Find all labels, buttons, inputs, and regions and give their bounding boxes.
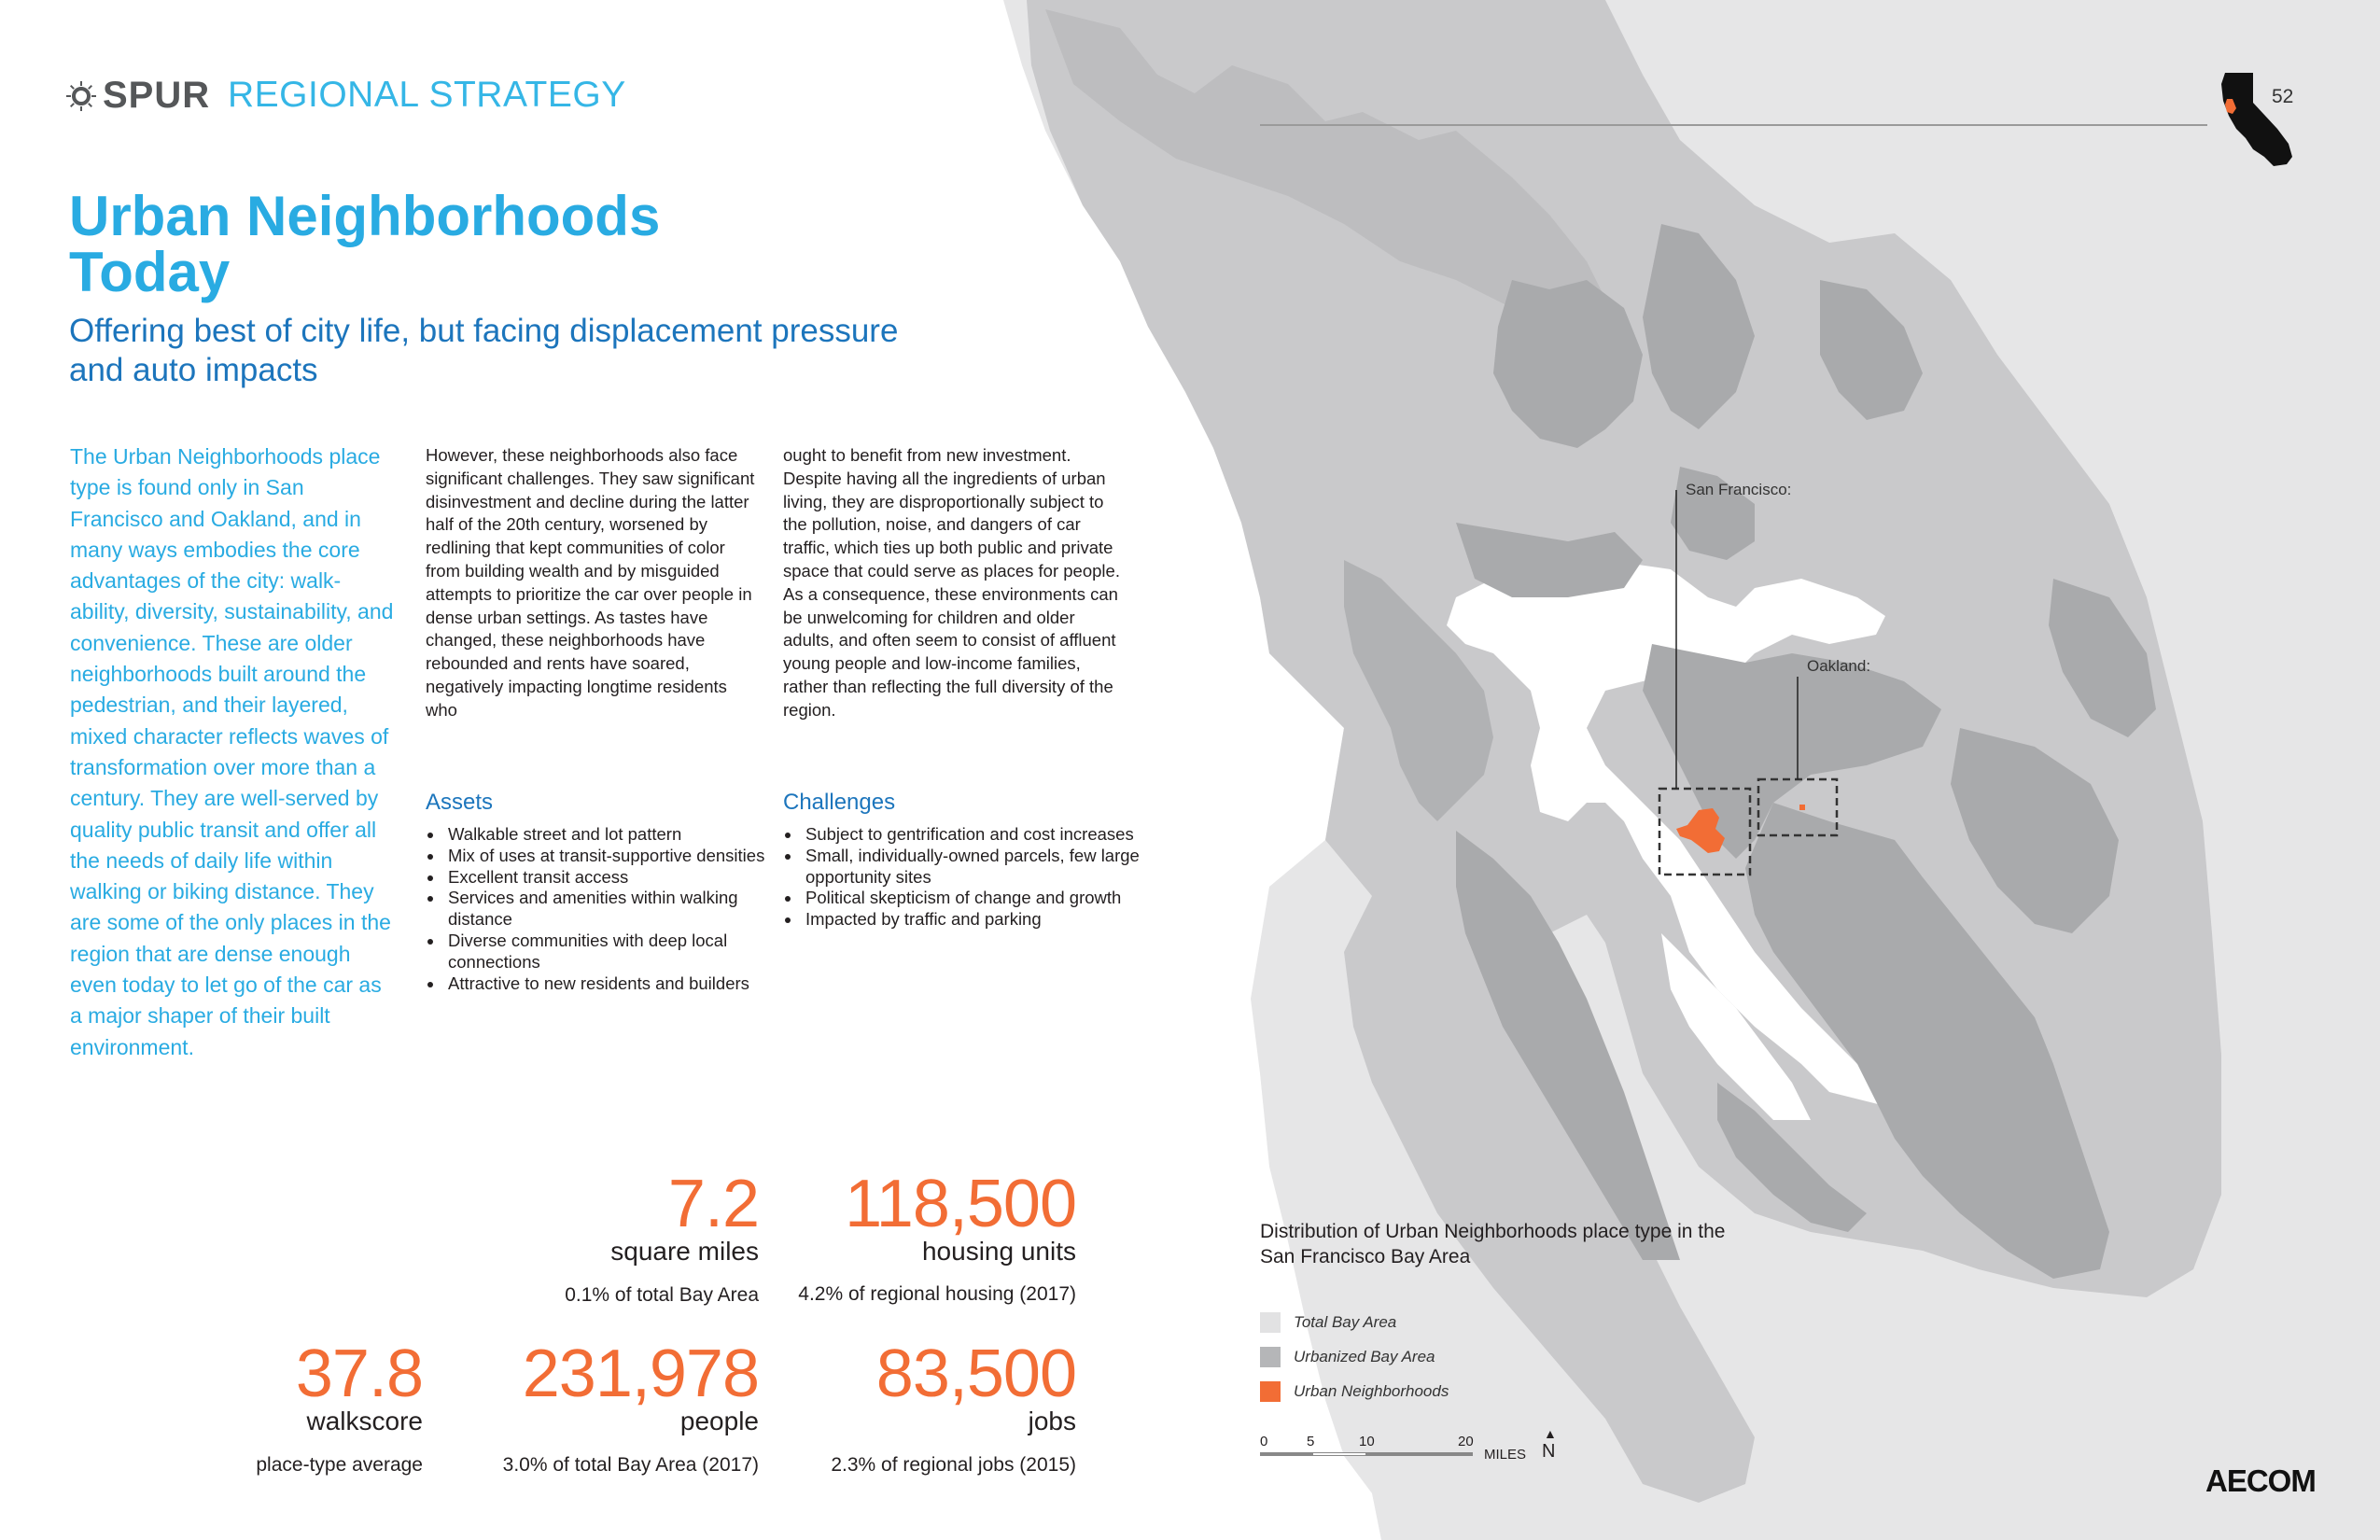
list-item: Impacted by traffic and parking	[802, 909, 1147, 931]
stat-unit: housing units	[921, 1237, 1076, 1266]
sf-callout-box	[1658, 787, 1752, 876]
north-arrow-icon: ▲	[1544, 1426, 1557, 1441]
sf-urban-neighborhoods	[1676, 808, 1725, 853]
legend-swatch	[1260, 1381, 1281, 1402]
stat-note: 0.1% of total Bay Area	[565, 1284, 759, 1306]
list-item: Walkable street and lot pattern	[444, 824, 790, 846]
legend-item-urbanized: Urbanized Bay Area	[1260, 1347, 1435, 1367]
stat-housing: 118,500 housing units 4.2% of regional h…	[721, 1167, 1077, 1305]
stat-value: 7.2	[667, 1167, 760, 1241]
spur-sunburst-icon	[66, 80, 96, 111]
stat-value: 37.8	[295, 1337, 424, 1411]
aecom-logo: AECOM	[2205, 1463, 2317, 1498]
list-item: Services and amenities within walking di…	[444, 888, 790, 931]
san-francisco-bay	[1447, 560, 1904, 1111]
total-bay-area-region	[1003, 0, 2380, 1540]
section-title: REGIONAL STRATEGY	[228, 75, 626, 115]
stat-note: 3.0% of total Bay Area (2017)	[502, 1454, 759, 1476]
oakland-map-label: Oakland:	[1807, 657, 1871, 675]
page-number: 52	[2272, 86, 2294, 107]
legend-item-total: Total Bay Area	[1260, 1312, 1396, 1333]
legend-swatch	[1260, 1312, 1281, 1333]
oakland-urban-neighborhoods	[1799, 805, 1805, 810]
stat-value: 231,978	[522, 1337, 760, 1411]
challenges-list: Subject to gentrification and cost incre…	[783, 824, 1147, 931]
legend-item-urban-neighborhoods: Urban Neighborhoods	[1260, 1381, 1449, 1402]
stat-value: 118,500	[845, 1167, 1077, 1241]
sf-map-label: San Francisco:	[1686, 481, 1792, 498]
list-item: Mix of uses at transit-supportive densit…	[444, 846, 790, 867]
list-item: Diverse communities with deep local conn…	[444, 931, 790, 973]
list-item: Excellent transit access	[444, 867, 790, 889]
stat-unit: people	[679, 1407, 759, 1435]
body-column-2: However, these neighborhoods also face s…	[426, 445, 755, 720]
legend-swatch	[1260, 1347, 1281, 1367]
lead-paragraph: The Urban Neighborhoods place type is fo…	[70, 444, 394, 1059]
assets-heading: Assets	[426, 790, 494, 815]
legend-title: Distribution of Urban Neighborhoods plac…	[1260, 1221, 1726, 1267]
land-mass	[1027, 0, 2221, 1503]
list-item: Small, individually-owned parcels, few l…	[802, 846, 1147, 889]
body-column-3: ought to benefit from new investment. De…	[783, 445, 1120, 720]
challenges-heading: Challenges	[783, 790, 896, 815]
stat-unit: walkscore	[306, 1407, 423, 1435]
stat-note: place-type average	[256, 1454, 423, 1476]
scale-bar: 0 5 10 20 MILES ▲ N	[1260, 1426, 1557, 1463]
stat-note: 4.2% of regional housing (2017)	[798, 1283, 1076, 1305]
urbanized-areas	[1045, 9, 2156, 1279]
list-item: Political skepticism of change and growt…	[802, 888, 1147, 909]
list-item: Subject to gentrification and cost incre…	[802, 824, 1147, 846]
list-item: Attractive to new residents and builders	[444, 973, 790, 995]
stat-unit: jobs	[1028, 1407, 1076, 1435]
stat-jobs: 83,500 jobs 2.3% of regional jobs (2015)	[768, 1337, 1077, 1477]
spur-logo-text: SPUR	[103, 75, 211, 116]
oakland-callout-box	[1757, 777, 1839, 837]
assets-list: Walkable street and lot pattern Mix of u…	[426, 824, 790, 994]
spur-logo: SPUR	[65, 75, 210, 117]
stat-area: 7.2 square miles 0.1% of total Bay Area	[479, 1167, 760, 1307]
header-divider	[1260, 124, 2207, 126]
stat-note: 2.3% of regional jobs (2015)	[831, 1454, 1076, 1476]
stat-unit: square miles	[610, 1237, 759, 1266]
stat-walkscore: 37.8 walkscore place-type average	[143, 1337, 424, 1477]
page-title: Urban Neighborhoods Today	[69, 185, 661, 303]
stat-people: 231,978 people 3.0% of total Bay Area (2…	[479, 1337, 760, 1477]
california-inset-map	[2221, 73, 2292, 166]
stat-value: 83,500	[875, 1337, 1077, 1411]
page-subtitle: Offering best of city life, but facing d…	[69, 313, 899, 388]
north-label: N	[1542, 1441, 1556, 1462]
